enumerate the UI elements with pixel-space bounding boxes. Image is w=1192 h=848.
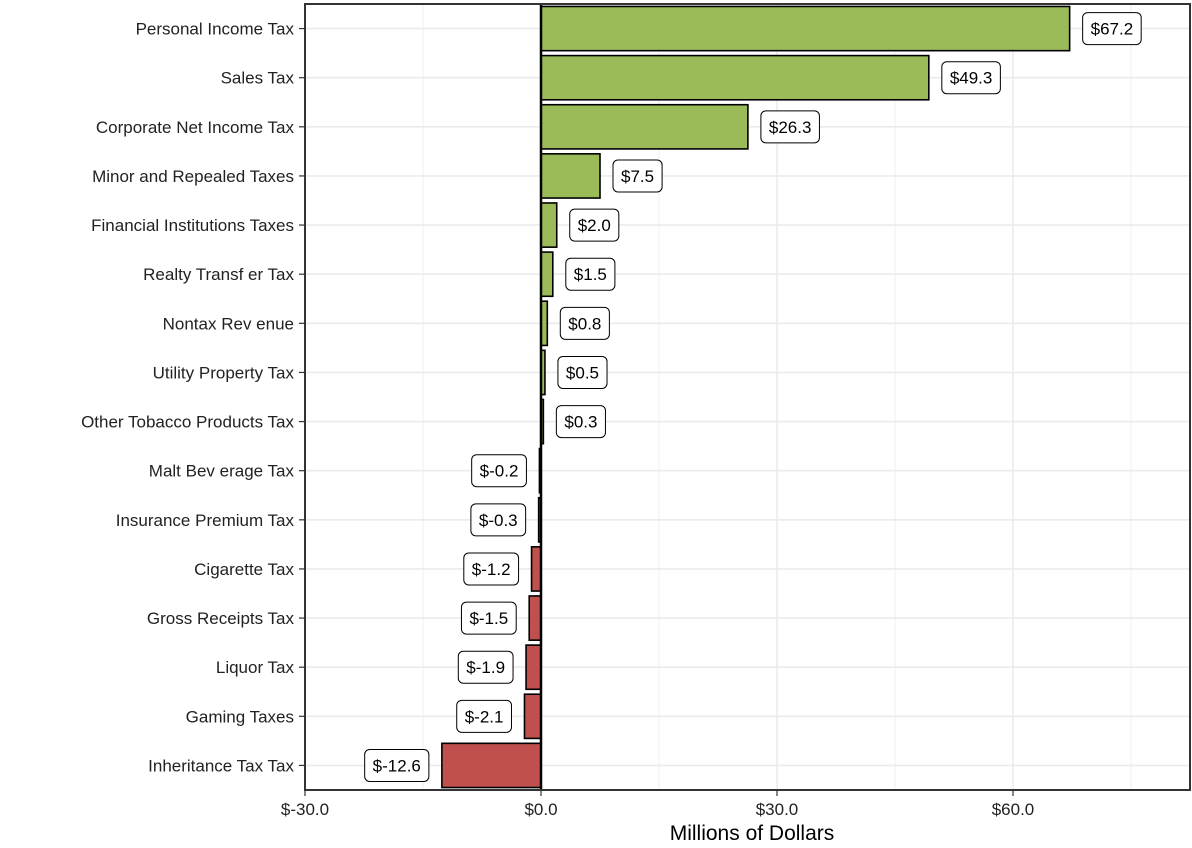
category-label: Malt Bev erage Tax (149, 462, 295, 481)
data-label-text: $-2.1 (465, 707, 504, 726)
category-label: Gross Receipts Tax (147, 609, 295, 628)
category-label: Sales Tax (221, 69, 295, 88)
category-label: Cigarette Tax (194, 560, 294, 579)
data-label-text: $-1.5 (469, 609, 508, 628)
category-label: Other Tobacco Products Tax (81, 413, 294, 432)
bar (540, 5, 1071, 52)
x-tick-label: $60.0 (992, 800, 1035, 819)
data-label-box (460, 601, 517, 635)
category-label: Realty Transf er Tax (143, 265, 294, 284)
x-axis-title: Millions of Dollars (670, 822, 835, 845)
category-label: Insurance Premium Tax (116, 511, 295, 530)
category-label: Personal Income Tax (136, 20, 295, 39)
category-label: Corporate Net Income Tax (96, 118, 295, 137)
bar (540, 103, 749, 150)
bar (540, 251, 554, 298)
data-label-box (463, 552, 520, 586)
data-label-text: $7.5 (621, 167, 654, 186)
data-label: $0.8 (559, 306, 610, 340)
bar (528, 595, 542, 641)
data-label-text: $67.2 (1091, 20, 1134, 39)
data-label-box (364, 748, 430, 782)
data-label-text: $0.8 (568, 314, 601, 333)
data-label-box (456, 699, 512, 733)
category-label: Utility Property Tax (153, 363, 295, 382)
data-label-text: $-0.3 (479, 511, 518, 530)
category-label: Liquor Tax (216, 658, 295, 677)
data-label-box (457, 650, 514, 684)
data-labels: $67.2 $49.3 $26.3 $7.5 $2.0 $1.5 $0.8 $0.5 $0.3 $… (364, 12, 1142, 782)
data-label-text: $49.3 (950, 69, 993, 88)
data-label-text: $2.0 (578, 216, 611, 235)
x-tick-label: $-30.0 (281, 800, 329, 819)
data-label: $7.5 (612, 159, 663, 193)
bar (523, 693, 542, 740)
data-label-box (470, 503, 527, 537)
data-label-text: $-0.2 (480, 462, 519, 481)
data-label: $26.3 (760, 110, 820, 144)
category-label: Gaming Taxes (186, 707, 294, 726)
data-label-box (555, 405, 606, 439)
bar (441, 742, 542, 789)
bar (540, 54, 930, 101)
data-label-text: $-12.6 (373, 756, 421, 775)
data-label-text: $0.5 (566, 363, 599, 382)
data-label: $0.3 (555, 405, 606, 439)
data-label-text: $1.5 (574, 265, 607, 284)
data-label: $-1.2 (463, 552, 520, 586)
x-tick-label: $30.0 (756, 800, 799, 819)
data-label: $0.5 (557, 355, 608, 389)
data-label: $-1.9 (457, 650, 514, 684)
bar (525, 644, 542, 691)
data-label: $2.0 (569, 208, 620, 242)
data-label-text: $0.3 (564, 413, 597, 432)
data-label: $49.3 (941, 61, 1001, 95)
plot-border (304, 3, 1191, 791)
category-label: Minor and Repealed Taxes (92, 167, 294, 186)
x-tick-label: $0.0 (524, 800, 557, 819)
bar (540, 202, 558, 248)
category-label: Inheritance Tax Tax (148, 756, 294, 775)
data-label-box (569, 208, 620, 242)
data-label: $67.2 (1082, 12, 1142, 46)
data-label-box (941, 61, 1001, 95)
bar (530, 546, 542, 592)
data-label: $-12.6 (364, 748, 430, 782)
data-label: $-1.5 (460, 601, 517, 635)
data-label: $-2.1 (456, 699, 512, 733)
axes: Personal Income Tax Sales Tax Corporate Ne… (81, 3, 1191, 819)
data-label: $1.5 (565, 257, 616, 291)
data-label-box (557, 355, 608, 389)
data-label-box (559, 306, 610, 340)
data-label-box (612, 159, 663, 193)
data-label-box (760, 110, 820, 144)
grid-lines (304, 4, 1190, 790)
data-label-text: $-1.9 (466, 658, 505, 677)
bars (441, 5, 1071, 789)
data-label-text: $-1.2 (472, 560, 511, 579)
category-label: Nontax Rev enue (163, 314, 294, 333)
data-label-text: $26.3 (769, 118, 812, 137)
category-label: Financial Institutions Taxes (91, 216, 294, 235)
bar (540, 153, 601, 199)
data-label-box (471, 454, 527, 488)
data-label-box (565, 257, 616, 291)
data-label-box (1082, 12, 1142, 46)
data-label: $-0.2 (471, 454, 527, 488)
data-label: $-0.3 (470, 503, 527, 537)
